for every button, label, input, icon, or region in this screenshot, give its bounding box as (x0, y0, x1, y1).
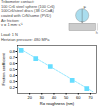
svg-text:F: F (84, 5, 87, 10)
svg-text:0.4: 0.4 (9, 73, 15, 78)
svg-text:60: 60 (76, 95, 81, 100)
svg-text:0.8: 0.8 (9, 49, 15, 54)
svg-text:0.2: 0.2 (9, 85, 15, 90)
svg-text:70: 70 (88, 95, 93, 100)
svg-text:h: h (96, 31, 98, 35)
svg-text:0.5: 0.5 (9, 67, 15, 72)
html-text:Tribometer contact: 100 Cr6 st: Tribometer contact: 100 Cr6 steel sphere… (1, 0, 55, 42)
svg-text:50: 50 (64, 95, 69, 100)
svg-text:Rα roughness (nm): Rα roughness (nm) (40, 101, 75, 106)
svg-text:Friction coefficient: Friction coefficient (1, 53, 6, 86)
svg-text:30: 30 (40, 95, 45, 100)
svg-text:0.3: 0.3 (9, 79, 15, 84)
svg-text:20: 20 (27, 95, 32, 100)
svg-text:40: 40 (52, 95, 57, 100)
svg-text:0.6: 0.6 (9, 61, 15, 66)
svg-text:0.7: 0.7 (9, 55, 15, 60)
